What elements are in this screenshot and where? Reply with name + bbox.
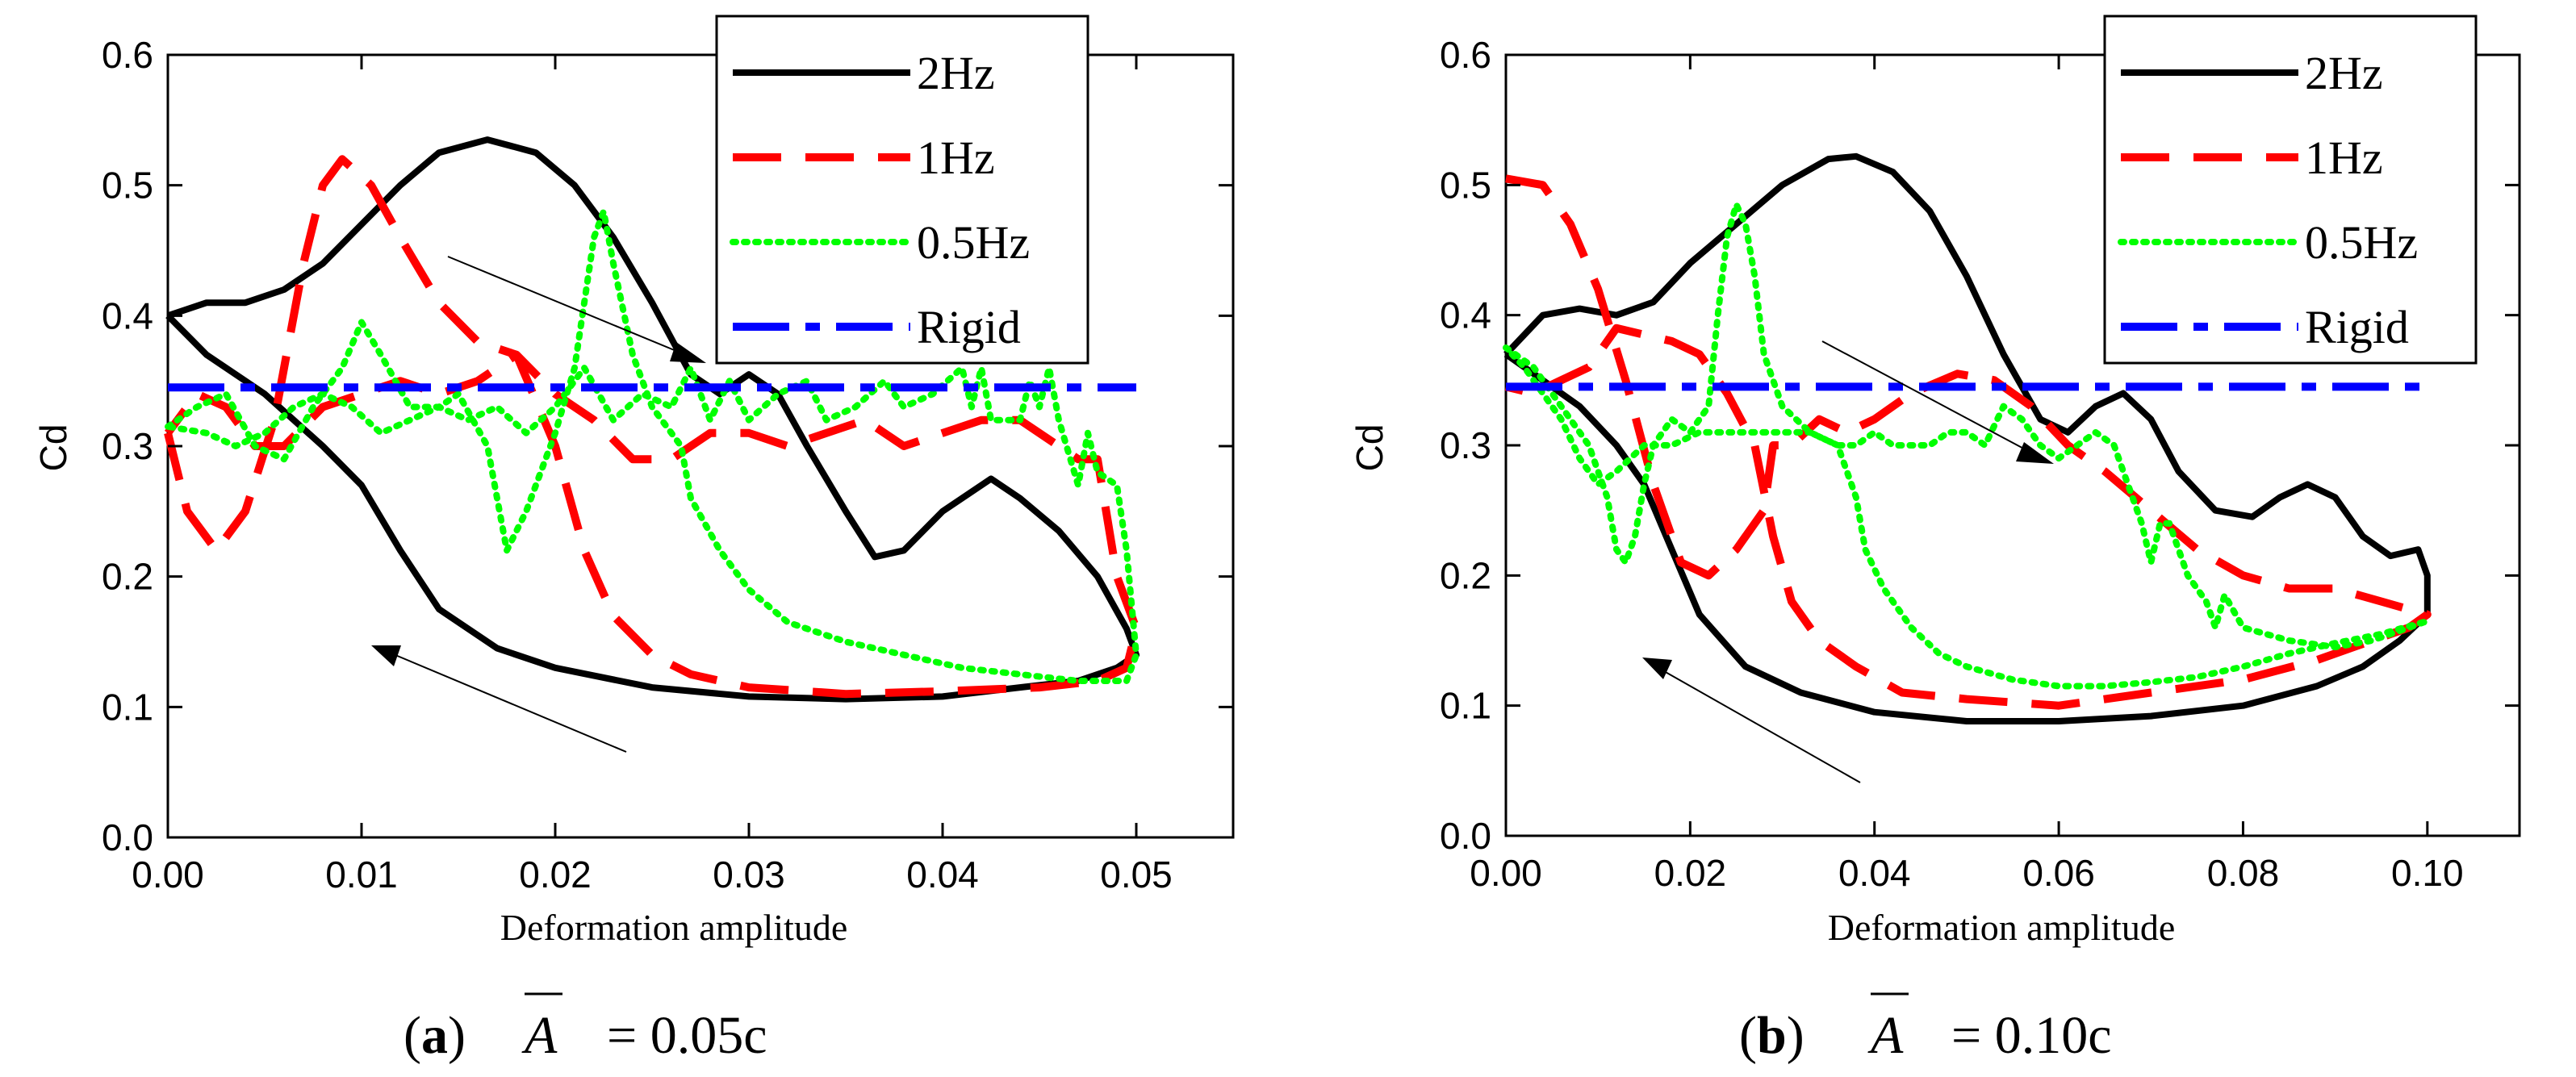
- chart-panel-b: 0.0 0.1 0.2 0.3 0.4 0.5 0.6 0.00 0.02 0.04 0.06 0.0…: [1349, 15, 2521, 1065]
- caption-label: b: [1757, 1006, 1787, 1065]
- y-tick-label: 0.0: [1440, 815, 1491, 857]
- y-axis-title: Cd: [1349, 424, 1390, 472]
- y-tick-label: 0.0: [102, 816, 153, 858]
- series-line-0-5hz: [165, 208, 1140, 684]
- y-tick-label: 0.4: [1440, 294, 1491, 336]
- x-tick-label: 0.08: [2207, 852, 2280, 894]
- series-layer: [164, 136, 1140, 703]
- caption-label: a: [421, 1006, 448, 1065]
- y-tick-label: 0.6: [102, 34, 153, 76]
- y-tick-label: 0.1: [1440, 685, 1491, 727]
- caption-value: = 0.10c: [1951, 1006, 2112, 1065]
- svg-text:(a): (a): [404, 1006, 466, 1065]
- legend-label: Rigid: [917, 301, 1021, 353]
- y-tick-label: 0.3: [1440, 424, 1491, 466]
- trend-arrow-lower: [395, 654, 627, 753]
- trend-arrowhead-lower: [371, 645, 401, 666]
- trend-arrowhead-upper: [2016, 442, 2054, 464]
- x-tick-label: 0.10: [2391, 852, 2464, 894]
- legend-box: [715, 15, 1089, 365]
- legend-label: 1Hz: [2305, 131, 2383, 184]
- legend-label: 2Hz: [2305, 47, 2383, 99]
- trend-arrowhead-lower: [1642, 657, 1672, 679]
- flow-arrows: [371, 256, 706, 753]
- legend-label: Rigid: [2305, 301, 2409, 353]
- svg-text:(b): (b): [1739, 1006, 1804, 1065]
- x-axis-title: Deformation amplitude: [1828, 907, 2176, 948]
- legend-label: 2Hz: [917, 47, 995, 99]
- legend: 2Hz 1Hz 0.5Hz Rigid: [730, 47, 1030, 353]
- series-line-1hz: [164, 155, 1140, 699]
- series-line-2hz: [165, 136, 1140, 703]
- caption-a: (a) A = 0.05c: [404, 992, 767, 1065]
- x-tick-label: 0.03: [713, 854, 785, 895]
- series-layer: [1503, 152, 2432, 724]
- legend: 2Hz 1Hz 0.5Hz Rigid: [2118, 47, 2418, 353]
- legend-label: 0.5Hz: [917, 216, 1030, 269]
- x-tick-label: 0.00: [132, 854, 204, 895]
- trend-arrow-lower: [1663, 670, 1861, 783]
- y-tick-label: 0.2: [1440, 554, 1491, 596]
- y-tick-label: 0.4: [102, 294, 153, 336]
- y-tick-label: 0.5: [102, 165, 153, 207]
- y-tick-label: 0.2: [102, 556, 153, 598]
- y-tick-label: 0.5: [1440, 164, 1491, 206]
- axes-layer: 0.0 0.1 0.2 0.3 0.4 0.5 0.6 0.00 0.01 0.02 0.03 0.0…: [102, 34, 1233, 895]
- caption-symbol: A: [1867, 1006, 1904, 1065]
- x-axis-title: Deformation amplitude: [500, 907, 848, 948]
- legend-label: 0.5Hz: [2305, 216, 2418, 269]
- caption-value: = 0.05c: [607, 1006, 767, 1065]
- caption-b: (b) A = 0.10c: [1739, 992, 2112, 1065]
- series-line-2hz: [1503, 152, 2431, 724]
- y-tick-label: 0.6: [1440, 34, 1491, 76]
- y-axis-title: Cd: [32, 424, 74, 472]
- x-tick-label: 0.02: [1654, 852, 1727, 894]
- x-tick-label: 0.04: [1838, 852, 1911, 894]
- chart-panel-a: 0.0 0.1 0.2 0.3 0.4 0.5 0.6 0.00 0.01 0.02 0.03 0.0…: [32, 15, 1235, 1065]
- x-tick-label: 0.06: [2022, 852, 2095, 894]
- x-tick-label: 0.02: [519, 854, 592, 895]
- legend-label: 1Hz: [917, 131, 995, 184]
- flow-arrows: [1642, 340, 2054, 783]
- x-tick-label: 0.04: [906, 854, 979, 895]
- caption-symbol: A: [521, 1006, 558, 1065]
- trend-arrow-upper: [1821, 340, 2030, 453]
- trend-arrowhead-upper: [670, 342, 706, 363]
- legend-box: [2103, 15, 2478, 365]
- x-tick-label: 0.05: [1100, 854, 1173, 895]
- y-tick-label: 0.1: [102, 686, 153, 728]
- y-tick-label: 0.3: [102, 425, 153, 467]
- series-line-1hz: [1504, 174, 2432, 710]
- trend-arrow-upper: [447, 256, 687, 356]
- x-tick-label: 0.00: [1470, 852, 1542, 894]
- series-line-0-5hz: [1503, 201, 2431, 690]
- x-tick-label: 0.01: [325, 854, 398, 895]
